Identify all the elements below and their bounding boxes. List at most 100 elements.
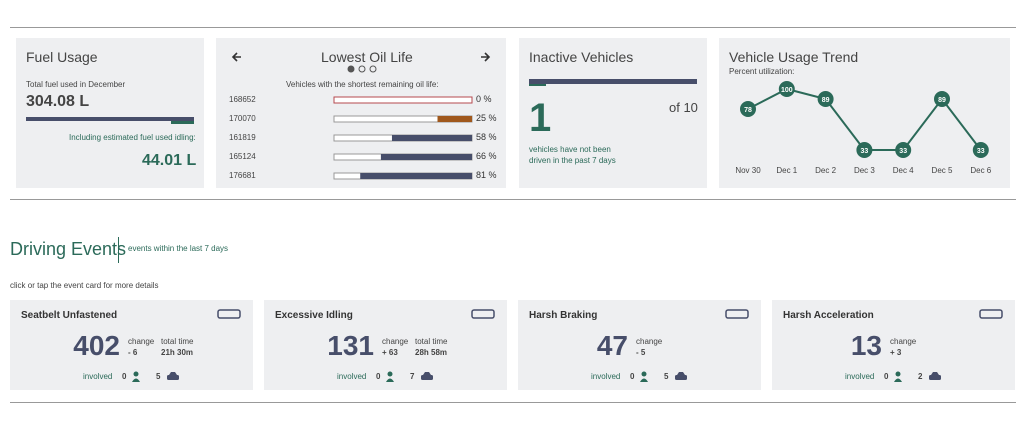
time-label: total time xyxy=(415,337,448,346)
time-value: 21h 30m xyxy=(161,348,194,357)
point-label: 100 xyxy=(781,87,793,94)
person-icon xyxy=(387,371,393,377)
person-icon xyxy=(133,371,139,377)
trend-point xyxy=(972,142,989,158)
event-count: 47 xyxy=(596,330,628,361)
point-label: 78 xyxy=(744,107,752,114)
point-label: 89 xyxy=(938,97,946,104)
change-value: - 5 xyxy=(636,348,646,357)
vehicle-count: 5 xyxy=(156,372,161,381)
oil-label: 66 % xyxy=(476,151,497,161)
oil-label: 81 % xyxy=(476,170,497,180)
event-icon xyxy=(725,309,749,319)
event-icon xyxy=(217,309,241,319)
card-title: Fuel Usage xyxy=(26,49,98,65)
vehicle-id: 170070 xyxy=(229,114,256,123)
point-label: 33 xyxy=(977,148,985,155)
x-tick-label: Dec 6 xyxy=(970,166,991,175)
divider xyxy=(10,199,1016,200)
people-count: 0 xyxy=(884,372,889,381)
car-icon xyxy=(931,372,939,375)
people-count: 0 xyxy=(376,372,381,381)
oil-bar xyxy=(360,173,472,179)
oil-track xyxy=(333,96,473,104)
note: vehicles have not been xyxy=(529,145,611,154)
nav-arrow[interactable] xyxy=(231,52,241,62)
event-card[interactable] xyxy=(264,300,507,390)
total: of 10 xyxy=(669,100,698,115)
fuel-bar xyxy=(26,117,194,121)
vehicle-count: 2 xyxy=(918,372,923,381)
person-icon xyxy=(386,378,394,382)
change-value: + 3 xyxy=(890,348,902,357)
time-value: 28h 58m xyxy=(415,348,448,357)
oil-bar xyxy=(437,116,472,122)
involved-label: involved xyxy=(591,372,621,381)
nav-arrow[interactable] xyxy=(481,52,491,62)
person-icon xyxy=(132,378,140,382)
label: Total fuel used in December xyxy=(26,80,126,89)
section-subtitle: events within the last 7 days xyxy=(128,244,229,253)
change-label: change xyxy=(382,337,409,346)
x-tick-label: Dec 2 xyxy=(815,166,836,175)
event-name: Seatbelt Unfastened xyxy=(21,310,118,321)
point-label: 33 xyxy=(861,148,869,155)
trend-point xyxy=(895,142,912,158)
event-count: 13 xyxy=(850,330,882,361)
label: Including estimated fuel used idling: xyxy=(69,133,196,142)
section-title: Driving Events xyxy=(10,239,127,259)
car-icon xyxy=(423,372,431,375)
vehicle-count: 7 xyxy=(410,372,415,381)
car-icon xyxy=(169,372,177,375)
involved-label: involved xyxy=(337,372,367,381)
x-tick-label: Nov 30 xyxy=(735,166,761,175)
event-name: Excessive Idling xyxy=(275,310,353,321)
event-name: Harsh Braking xyxy=(529,310,598,321)
involved-label: involved xyxy=(83,372,113,381)
x-tick-label: Dec 4 xyxy=(893,166,914,175)
trend-point xyxy=(856,142,873,158)
oil-label: 0 % xyxy=(476,94,492,104)
change-value: - 6 xyxy=(128,348,138,357)
vehicle-id: 168652 xyxy=(229,95,256,104)
x-tick-label: Dec 1 xyxy=(776,166,797,175)
count: 1 xyxy=(529,96,552,140)
event-card[interactable] xyxy=(772,300,1015,390)
event-icon xyxy=(471,309,495,319)
event-card[interactable] xyxy=(10,300,253,390)
divider xyxy=(10,402,1016,403)
trend-point xyxy=(740,101,756,118)
car-icon xyxy=(677,372,685,375)
people-count: 0 xyxy=(122,372,127,381)
person-icon xyxy=(640,378,648,382)
person-icon xyxy=(895,371,901,377)
point-label: 33 xyxy=(899,148,907,155)
inactive-bar-part xyxy=(529,84,546,86)
person-icon xyxy=(641,371,647,377)
change-label: change xyxy=(128,337,155,346)
change-value: + 63 xyxy=(382,348,398,357)
involved-label: involved xyxy=(845,372,875,381)
vehicle-count: 5 xyxy=(664,372,669,381)
point-label: 89 xyxy=(822,97,830,104)
car-icon xyxy=(421,375,433,380)
event-card[interactable] xyxy=(518,300,761,390)
subtitle: Vehicles with the shortest remaining oil… xyxy=(286,80,439,89)
time-label: total time xyxy=(161,337,194,346)
x-tick-label: Dec 5 xyxy=(932,166,953,175)
inactive-card xyxy=(519,38,707,188)
vehicle-id: 176681 xyxy=(229,171,256,180)
event-name: Harsh Acceleration xyxy=(783,310,874,321)
inactive-bar xyxy=(529,79,697,84)
card-title: Lowest Oil Life xyxy=(321,49,413,65)
vehicle-id: 165124 xyxy=(229,152,256,161)
x-tick-label: Dec 3 xyxy=(854,166,875,175)
car-icon xyxy=(929,375,941,380)
trend-point xyxy=(817,91,834,108)
note: driven in the past 7 days xyxy=(529,156,616,165)
subtitle: Percent utilization: xyxy=(729,67,795,76)
page-dot xyxy=(369,65,377,73)
event-icon xyxy=(979,309,1003,319)
